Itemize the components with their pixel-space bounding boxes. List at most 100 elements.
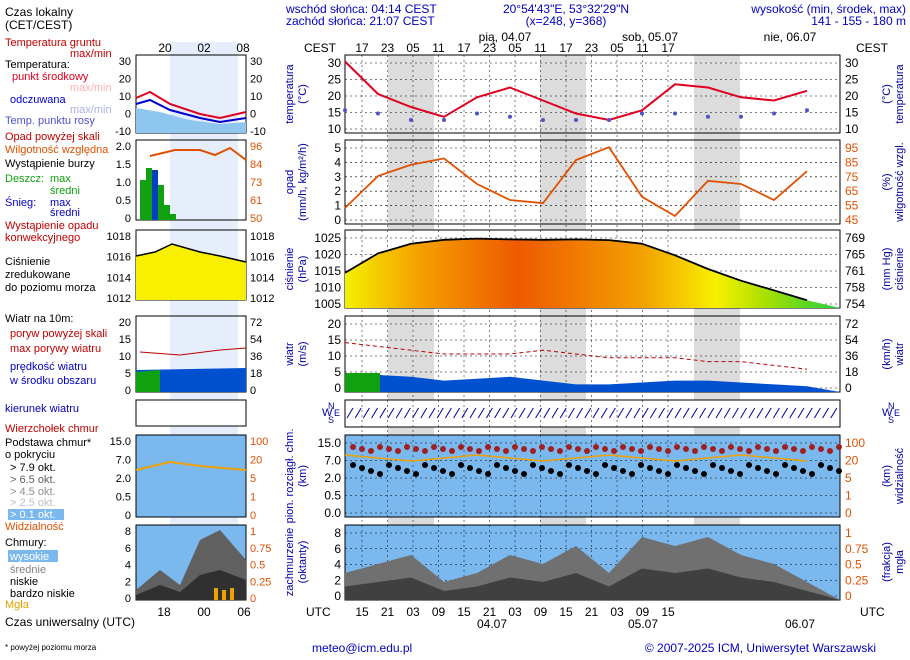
- right-tick-label: 10: [845, 122, 859, 136]
- left-tick-label: 15: [328, 106, 342, 120]
- title-wind-left: wiatr: [284, 342, 296, 367]
- cloud-base-point: [368, 468, 374, 474]
- wind-arrow: [699, 407, 707, 419]
- cloud-base-point: [494, 462, 500, 468]
- bottom-hour-label: 21: [381, 605, 395, 619]
- cloud-top-point: [593, 444, 599, 450]
- cloud-top-point: [440, 446, 446, 452]
- cloud-base-point: [584, 468, 590, 474]
- right-tick-label: 761: [845, 264, 865, 278]
- left-tick-label: 8: [334, 526, 341, 540]
- bottom-hour-label: 15: [661, 605, 675, 619]
- cloud-base-point: [728, 468, 734, 474]
- day-label: pią, 04.07: [479, 30, 532, 44]
- small-right-tick: 54: [250, 334, 262, 346]
- bottom-hour-label: 15: [355, 605, 369, 619]
- cloud-base-point: [737, 471, 743, 477]
- footer-email[interactable]: meteo@icm.edu.pl: [312, 641, 412, 655]
- cloud-base-point: [566, 462, 572, 468]
- top-hour-label: 23: [585, 41, 599, 55]
- legend-cloud-base-2: o pokryciu: [5, 449, 55, 461]
- small-right-tick: 1012: [250, 293, 274, 305]
- cloud-top-point: [665, 448, 671, 454]
- dew-point-point: [673, 111, 677, 116]
- cloud-base-point: [467, 465, 473, 471]
- small-left-tick: 2: [125, 576, 131, 588]
- legend-okt-3: > 4.5 okt.: [10, 486, 56, 498]
- humidity-line: [344, 146, 808, 218]
- cloud-top-point: [422, 448, 428, 454]
- left-tick-label: 1010: [314, 281, 341, 295]
- right-tick-label: 0: [845, 589, 852, 603]
- title-hum-unit: (%): [881, 173, 893, 190]
- wind-arrow: [387, 407, 395, 419]
- grid-point: (x=248, y=368): [526, 14, 607, 28]
- top-hour-label: 05: [610, 41, 624, 55]
- small-right-tick: 0.5: [250, 560, 265, 572]
- wind-arrow: [510, 407, 518, 419]
- wind-arrow: [641, 407, 649, 419]
- dew-point-point: [442, 118, 446, 122]
- legend-snow: Śnieg:: [5, 196, 36, 209]
- wind-arrow: [444, 407, 452, 419]
- bottom-hour-label: 09: [432, 605, 446, 619]
- wind-arrow: [502, 407, 510, 419]
- left-tick-label: 15.0: [318, 436, 342, 450]
- wind-arrow: [649, 407, 657, 419]
- cloud-top-point: [377, 444, 383, 450]
- wind-arrow: [830, 407, 838, 419]
- title-temp-left-unit: (°C): [297, 84, 309, 104]
- panel-titles: temperatura (°C) (°C) temperatura opad (…: [284, 63, 906, 596]
- wind-arrow: [797, 407, 805, 419]
- legend-utc: Czas uniwersalny (UTC): [5, 615, 135, 629]
- small-left-tick: 0.5: [116, 492, 131, 504]
- legend-high: wysokie: [9, 551, 49, 563]
- small-left-tick: 5: [125, 368, 131, 380]
- top-hour-label: 05: [406, 41, 420, 55]
- cloud-base-point: [431, 465, 437, 471]
- dew-point-point: [805, 108, 809, 113]
- title-fog-unit: (frakcja): [881, 542, 893, 582]
- small-right-tick: 1: [250, 492, 256, 504]
- left-tick-label: 4: [334, 155, 341, 169]
- wind-arrow: [485, 407, 493, 419]
- cloud-base-point: [791, 465, 797, 471]
- left-tick-label: 2: [334, 573, 341, 587]
- legend-max-min-2: max/min: [70, 104, 112, 116]
- title-cl-left-unit: (oktanty): [297, 541, 309, 584]
- cloud-top-point: [719, 448, 725, 454]
- compass-e-right: E: [894, 408, 900, 418]
- left-tick-label: 1005: [314, 297, 341, 311]
- cloud-top-point: [638, 448, 644, 454]
- cloud-base-point: [755, 465, 761, 471]
- small-right-tick: 20: [250, 455, 262, 467]
- small-right-tick: 84: [250, 159, 262, 171]
- dew-point-point: [508, 114, 512, 119]
- dew-point-point: [541, 118, 545, 122]
- small-right-tick: 1: [250, 526, 256, 538]
- top-hour-label: 23: [381, 41, 395, 55]
- compass-w-right: W: [882, 407, 893, 419]
- cloud-base-point: [683, 465, 689, 471]
- dew-point-point: [376, 111, 380, 116]
- small-left-tick: 7.0: [116, 455, 131, 467]
- title-press-right-unit: (mm Hg): [881, 248, 893, 291]
- right-tick-label: 72: [845, 317, 859, 331]
- cloud-base-point: [404, 468, 410, 474]
- wind-arrow: [453, 407, 461, 419]
- bottom-hour-label: 03: [406, 605, 420, 619]
- right-tick-label: 769: [845, 231, 865, 245]
- small-left-tick: 0: [125, 593, 131, 605]
- legend: Czas lokalny (CET/CEST) Temperatura grun…: [5, 5, 135, 652]
- bottom-hour-label: 21: [483, 605, 497, 619]
- title-vis: widzialność: [894, 447, 906, 505]
- footnote: * powyżej poziomu morza: [5, 643, 97, 652]
- cloud-base-point: [665, 471, 671, 477]
- date-label: 04.07: [477, 617, 507, 631]
- cloud-top-point: [764, 446, 770, 452]
- bottom-hour-label: 21: [585, 605, 599, 619]
- right-tick-label: 20: [845, 89, 859, 103]
- cloud-top-point: [485, 444, 491, 450]
- date-label: 06.07: [785, 617, 815, 631]
- bottom-hour-label: 09: [534, 605, 548, 619]
